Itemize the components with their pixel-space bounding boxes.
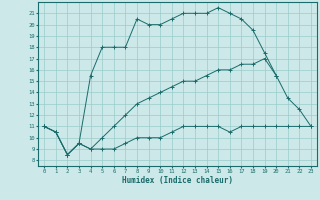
X-axis label: Humidex (Indice chaleur): Humidex (Indice chaleur) <box>122 176 233 185</box>
